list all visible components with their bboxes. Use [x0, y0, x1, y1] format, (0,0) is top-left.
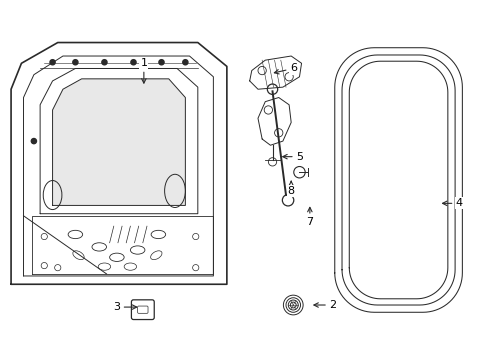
- Polygon shape: [53, 79, 185, 206]
- Text: 7: 7: [305, 207, 313, 227]
- Circle shape: [50, 60, 55, 65]
- Circle shape: [31, 139, 37, 144]
- Text: 1: 1: [140, 58, 147, 83]
- Text: 2: 2: [313, 300, 336, 310]
- Circle shape: [131, 60, 136, 65]
- Circle shape: [73, 60, 78, 65]
- Circle shape: [102, 60, 107, 65]
- Text: 8: 8: [287, 181, 294, 196]
- Text: 4: 4: [442, 198, 462, 208]
- Circle shape: [159, 60, 164, 65]
- Text: 5: 5: [282, 152, 303, 162]
- Circle shape: [183, 60, 187, 65]
- Text: 6: 6: [274, 63, 296, 74]
- Text: 3: 3: [113, 302, 137, 312]
